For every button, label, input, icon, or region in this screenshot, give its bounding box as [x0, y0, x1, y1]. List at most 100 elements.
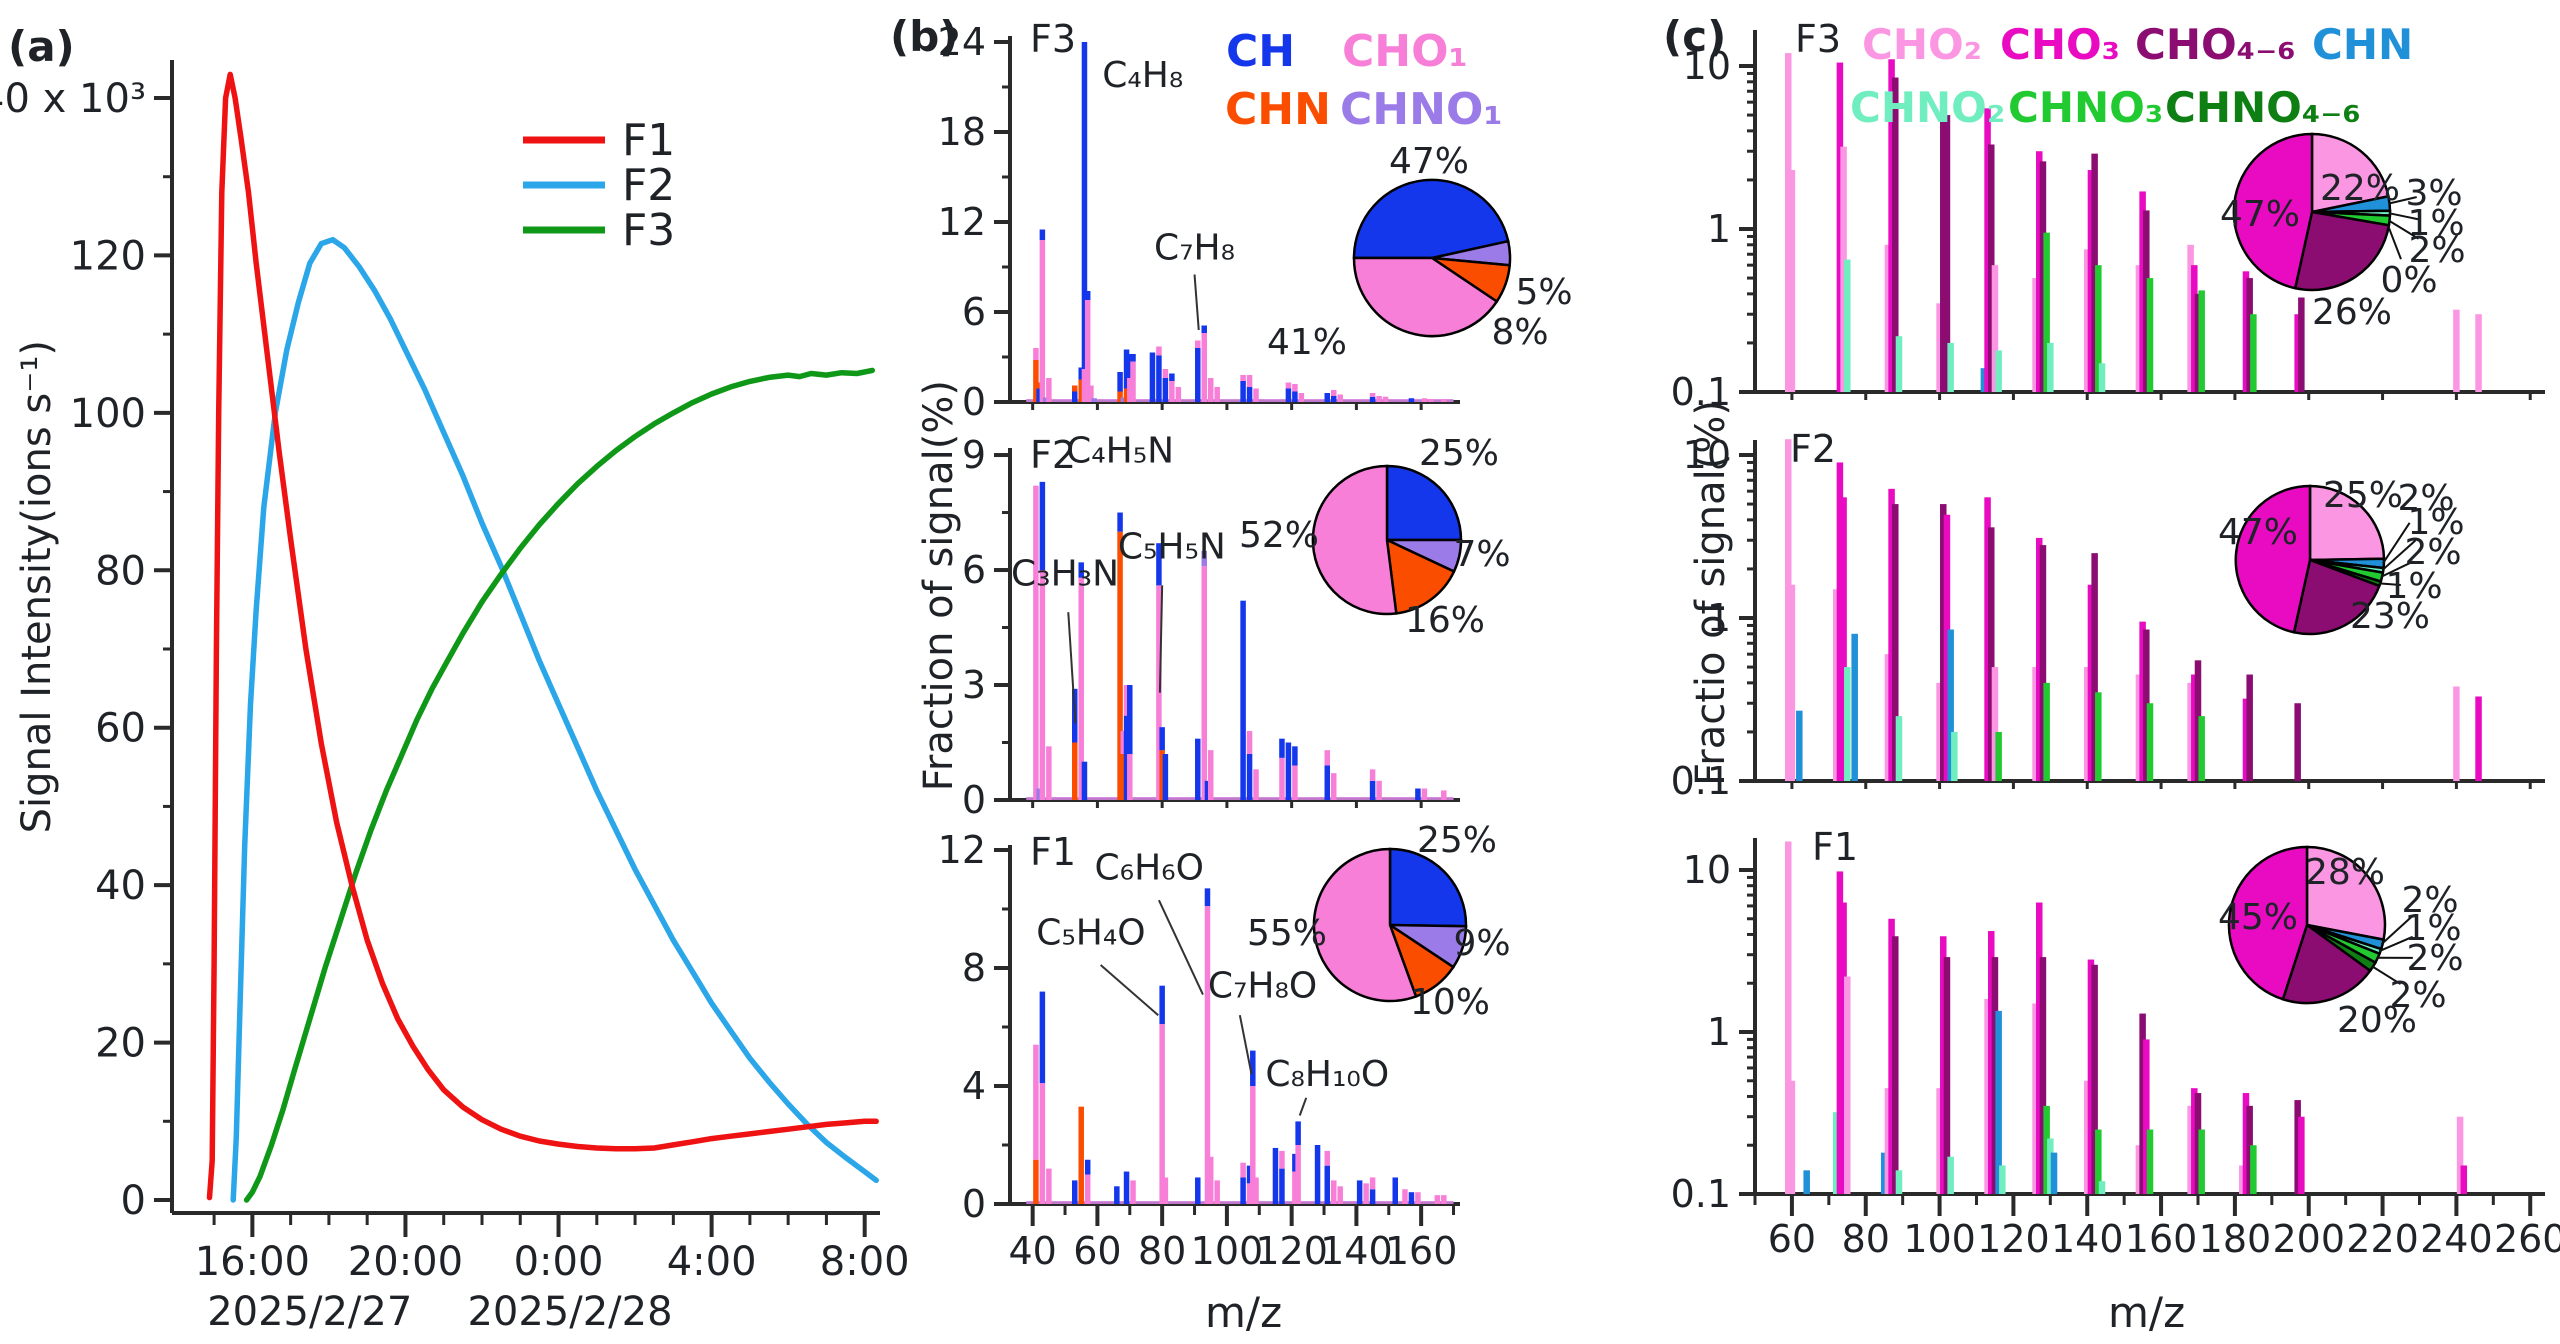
svg-text:F2: F2	[1030, 433, 1076, 477]
legend-item-CHN: CHN	[2312, 20, 2414, 69]
svg-text:10%: 10%	[1410, 982, 1490, 1023]
svg-text:4:00: 4:00	[667, 1239, 757, 1285]
svg-text:100: 100	[70, 391, 146, 437]
svg-text:80: 80	[1138, 1229, 1186, 1273]
svg-text:47%: 47%	[1389, 141, 1469, 182]
svg-text:100: 100	[1191, 1229, 1264, 1273]
svg-text:60: 60	[1768, 1217, 1816, 1261]
svg-text:4: 4	[962, 1064, 986, 1108]
svg-text:40: 40	[95, 863, 146, 909]
svg-text:C₅H₅N: C₅H₅N	[1118, 527, 1226, 568]
svg-text:6: 6	[962, 548, 986, 592]
svg-text:8: 8	[962, 946, 986, 990]
svg-text:1%: 1%	[2385, 566, 2442, 607]
svg-text:22%: 22%	[2320, 168, 2400, 209]
svg-text:C₇H₈: C₇H₈	[1154, 228, 1235, 269]
svg-text:120: 120	[1255, 1229, 1328, 1273]
legend-item-CHNO₁: CHNO₁	[1340, 84, 1503, 135]
svg-text:160: 160	[1385, 1229, 1458, 1273]
svg-text:200: 200	[2272, 1217, 2345, 1261]
pie-slice-CH	[1388, 847, 1468, 928]
svg-text:C₄H₅N: C₄H₅N	[1066, 431, 1174, 472]
svg-text:F3: F3	[1030, 17, 1076, 61]
svg-text:2%: 2%	[2389, 975, 2446, 1016]
svg-text:220: 220	[2346, 1217, 2419, 1261]
svg-text:10: 10	[1683, 44, 1731, 88]
pie-slice-CHO1	[1352, 256, 1499, 338]
panel-c-F2-bars	[1784, 439, 2482, 781]
svg-text:1%: 1%	[2407, 502, 2464, 543]
pie-slice-CHO3	[2234, 484, 2312, 634]
legend-item-CHNO₂: CHNO₂	[1850, 83, 2006, 132]
svg-text:6: 6	[962, 290, 986, 334]
legend-item-CHO₁: CHO₁	[1342, 26, 1468, 77]
panel-c-F3-pie: 22% 3%1%2%0%26%47%	[2220, 132, 2466, 333]
svg-text:240: 240	[2420, 1217, 2493, 1261]
panel-b-label: (b)	[890, 12, 959, 61]
panel-c-F3-bars	[1784, 53, 2482, 393]
svg-text:F2: F2	[622, 160, 675, 211]
legend-item-CHO₃: CHO₃	[2000, 20, 2121, 69]
svg-text:100: 100	[1903, 1217, 1976, 1261]
svg-text:24: 24	[938, 20, 986, 64]
pie-slice-CHO2	[2308, 484, 2386, 562]
svg-text:C₄H₈: C₄H₈	[1102, 55, 1183, 96]
svg-text:20%: 20%	[2337, 1000, 2417, 1041]
svg-text:C₃H₃N: C₃H₃N	[1011, 553, 1119, 594]
pie-slice-CH	[1352, 178, 1510, 260]
svg-text:2025/2/28: 2025/2/28	[467, 1289, 672, 1335]
panel-c-F1-bars	[1784, 841, 2468, 1194]
svg-text:120: 120	[70, 233, 146, 279]
pie-slice-CHO1	[1311, 464, 1398, 616]
panel-c-xlabel: m/z	[2108, 1288, 2186, 1337]
svg-text:F3: F3	[622, 205, 675, 256]
svg-text:60: 60	[1073, 1229, 1121, 1273]
pie-slice-CHO1	[1312, 847, 1418, 1003]
svg-text:45%: 45%	[2218, 897, 2298, 938]
svg-text:C₅H₄O: C₅H₄O	[1036, 912, 1145, 953]
svg-text:8:00: 8:00	[820, 1239, 910, 1285]
svg-text:47%: 47%	[2218, 512, 2298, 553]
svg-text:2%: 2%	[2404, 532, 2461, 573]
panel-c-label: (c)	[1663, 12, 1727, 61]
panel-a-x-ticks: 16:00 20:00 0:00 4:00 8:00 2025/2/27 2025/2/28	[195, 1213, 910, 1335]
svg-text:26%: 26%	[2312, 292, 2392, 333]
legend-item-CHO₂: CHO₂	[1862, 20, 1983, 69]
pie-slice-CHN	[1385, 537, 1456, 615]
panel-b-F1-pie: 25% 9% 10% 55%	[1247, 820, 1511, 1023]
panel-c-F2-pie: 25%2%1%2%1%23%47%	[2218, 475, 2465, 637]
svg-text:C₈H₁₀O: C₈H₁₀O	[1265, 1054, 1389, 1095]
pie-slice-CHO46	[2281, 922, 2372, 1005]
svg-text:140: 140	[2051, 1217, 2124, 1261]
svg-text:0.1: 0.1	[1671, 759, 1731, 803]
svg-text:2%: 2%	[2401, 880, 2458, 921]
svg-text:0:00: 0:00	[514, 1239, 604, 1285]
svg-text:F1: F1	[1030, 830, 1076, 874]
svg-text:0: 0	[121, 1178, 146, 1224]
svg-text:180: 180	[2199, 1217, 2272, 1261]
svg-text:3%: 3%	[2405, 173, 2462, 214]
panel-b-F3-pie: 47% 5%8% 41%	[1267, 141, 1573, 363]
svg-text:41%: 41%	[1267, 322, 1347, 363]
svg-text:25%: 25%	[1417, 820, 1497, 861]
legend-item-CH: CH	[1226, 26, 1296, 77]
panel-a-y-ticks: 0 20 40 60 80 100 120 140 x 10³	[0, 76, 172, 1224]
svg-text:2025/2/27: 2025/2/27	[207, 1289, 412, 1335]
svg-text:12: 12	[938, 828, 986, 872]
svg-text:2%: 2%	[2406, 938, 2463, 979]
pie-slice-CHO46	[2293, 210, 2391, 292]
legend-item-CHN: CHN	[1225, 84, 1331, 135]
svg-text:16:00: 16:00	[195, 1239, 310, 1285]
svg-text:28%: 28%	[2305, 852, 2385, 893]
svg-text:9: 9	[962, 433, 986, 477]
panel-b-subplot-F1: 0 4 8 12 F1 C₆H₆O C₅H₄O C₇H₈O C₈H₁₀O 40 60 80 100120…	[938, 820, 1511, 1273]
svg-text:1: 1	[1707, 207, 1731, 251]
series-F1-line	[206, 71, 879, 1201]
svg-text:80: 80	[1842, 1217, 1890, 1261]
svg-text:1: 1	[1707, 596, 1731, 640]
svg-text:12: 12	[938, 200, 986, 244]
